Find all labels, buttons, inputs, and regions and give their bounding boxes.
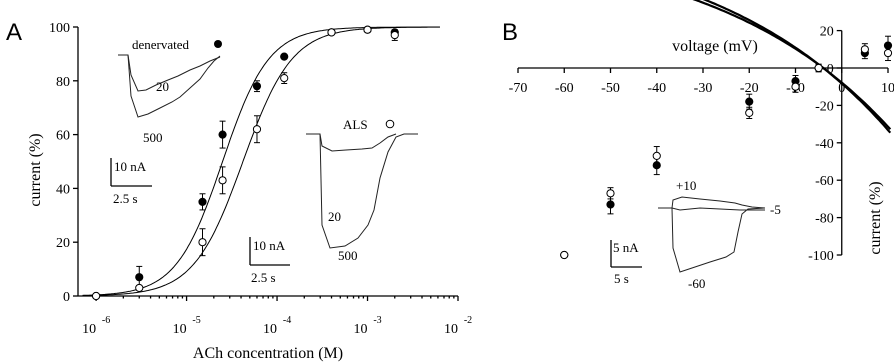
x-tick-exponent: -5 xyxy=(192,315,200,326)
inset-label-denervated: denervated xyxy=(132,37,190,52)
x-tick-label: -20 xyxy=(740,81,759,96)
data-point-als xyxy=(814,63,823,73)
y-axis-label: current (%) xyxy=(27,133,44,206)
x-tick-base: 10 xyxy=(444,322,458,337)
data-point-als xyxy=(363,25,372,34)
data-point-als xyxy=(280,74,289,83)
scale-label-s-a1: 2.5 s xyxy=(113,191,138,206)
y-tick-label: 100 xyxy=(49,21,70,36)
scale-label-na-a1: 10 nA xyxy=(114,159,147,174)
data-point-als xyxy=(745,108,754,117)
legend-marker-als xyxy=(385,119,395,129)
data-point-denervated xyxy=(198,197,207,206)
x-tick-label: -50 xyxy=(601,81,620,96)
fit-curve-denervated xyxy=(702,0,892,134)
y-tick-label: 60 xyxy=(56,129,70,144)
x-tick-label: -40 xyxy=(647,81,666,96)
trace-minus60 xyxy=(658,207,766,273)
trace-denervated-20 xyxy=(127,54,221,92)
x-axis-label: ACh concentration (M) xyxy=(193,345,343,362)
panel-a: A 0 20 40 60 80 100 10 -6 10 -5 10 -4 10 -3 10 -2 ACh con… xyxy=(6,19,472,362)
y-tick-label: 40 xyxy=(56,182,70,197)
y-tick-label: 0 xyxy=(63,290,70,305)
x-tick-base: 10 xyxy=(173,322,187,337)
panel-a-letter: A xyxy=(6,19,22,46)
y-tick-label: -60 xyxy=(815,174,834,189)
x-tick-exponent: -4 xyxy=(283,315,291,326)
y-tick-label: 80 xyxy=(56,75,70,90)
inset-voltage-minus5: -5 xyxy=(770,202,781,217)
legend-marker-denervated xyxy=(214,40,222,48)
x-tick-label: -70 xyxy=(509,81,528,96)
scale-label-na-a2: 10 nA xyxy=(253,238,286,253)
data-point-als xyxy=(883,48,893,58)
data-point-als xyxy=(606,189,615,198)
x-tick-base: 10 xyxy=(263,322,277,337)
panel-b-letter: B xyxy=(502,19,518,46)
data-point-denervated xyxy=(745,97,754,106)
y-tick-label: 20 xyxy=(820,25,834,40)
x-tick-label: 10 xyxy=(881,81,894,96)
trace-denervated-500 xyxy=(118,54,221,118)
x-tick-base: 10 xyxy=(82,322,96,337)
data-point-als xyxy=(91,291,101,301)
inset-conc-500-b: 500 xyxy=(338,248,358,263)
scale-label-s-a2: 2.5 s xyxy=(251,270,276,285)
data-point-als xyxy=(390,30,399,40)
inset-conc-20-b: 20 xyxy=(328,209,341,224)
inset-conc-20-a: 20 xyxy=(156,79,169,94)
y-tick-label: 20 xyxy=(56,236,70,251)
scale-label-s-b: 5 s xyxy=(614,271,629,286)
y-tick-label: -20 xyxy=(815,99,834,114)
x-tick-exponent: -2 xyxy=(464,315,472,326)
data-point-denervated xyxy=(135,273,144,282)
y-tick-label: -100 xyxy=(808,249,834,264)
x-tick-label: -30 xyxy=(694,81,713,96)
data-point-als xyxy=(252,125,262,134)
data-point-denervated xyxy=(252,82,262,91)
hill-fit-curve-als xyxy=(82,26,440,297)
trace-als-500 xyxy=(306,133,418,249)
data-point-denervated xyxy=(280,52,289,61)
data-point-denervated xyxy=(218,130,227,139)
data-point-als xyxy=(791,82,800,91)
y-tick-label: 0 xyxy=(827,62,834,77)
scale-label-na-b: 5 nA xyxy=(613,240,639,255)
trace-als-20 xyxy=(319,133,397,152)
x-tick-exponent: -6 xyxy=(102,315,110,326)
data-point-als xyxy=(135,283,144,293)
y-tick-label: -80 xyxy=(815,212,834,227)
panel-b: B-70-60-50-40-30-20-10010200-20-40-60-80… xyxy=(502,0,894,291)
data-point-denervated xyxy=(606,200,615,209)
fit-curve-als xyxy=(692,0,892,130)
inset-voltage-plus10: +10 xyxy=(676,178,696,193)
x-axis-label: voltage (mV) xyxy=(672,38,758,55)
data-point-als xyxy=(198,238,207,247)
y-tick-label: -40 xyxy=(815,137,834,152)
x-tick-label: -60 xyxy=(555,81,574,96)
x-tick-label: 0 xyxy=(838,81,845,96)
x-tick-exponent: -3 xyxy=(373,315,381,326)
data-point-als xyxy=(327,28,336,37)
trace-plus10 xyxy=(658,196,766,209)
y-axis-label: current (%) xyxy=(867,181,884,254)
data-point-als xyxy=(652,151,661,160)
x-tick-base: 10 xyxy=(354,322,368,337)
data-point-als xyxy=(218,176,227,185)
inset-conc-500-a: 500 xyxy=(143,130,163,145)
data-point-als xyxy=(860,45,869,54)
inset-label-als: ALS xyxy=(343,117,368,132)
data-point-als xyxy=(560,250,569,260)
inset-voltage-minus60: -60 xyxy=(688,276,705,291)
